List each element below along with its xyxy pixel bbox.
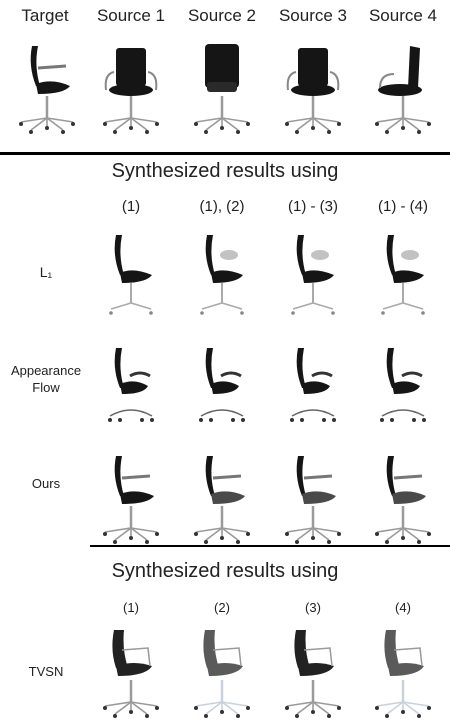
section-divider-top — [0, 152, 450, 155]
tvsn-result-1 — [86, 622, 176, 722]
row-label-appearance-flow: Appearance Flow — [0, 362, 92, 396]
source-1-chair-image — [86, 38, 176, 138]
section-1-index-2: (1), (2) — [199, 198, 245, 215]
ours-result-1 — [86, 448, 176, 548]
target-chair-image — [2, 38, 92, 138]
section-1-index-4: (1) - (4) — [378, 198, 428, 215]
column-header-source-3: Source 3 — [278, 6, 348, 25]
appearance-flow-result-4 — [358, 338, 448, 438]
column-header-source-2: Source 2 — [187, 6, 257, 25]
section-1-index-1: (1) — [121, 198, 141, 215]
column-header-source-4: Source 4 — [368, 6, 438, 25]
appearance-flow-result-2 — [177, 338, 267, 438]
l1-result-1 — [86, 225, 176, 325]
ours-result-4 — [358, 448, 448, 548]
row-label-appearance-flow-line-1: Appearance — [10, 363, 82, 378]
row-label-tvsn: TVSN — [28, 664, 64, 679]
section-2-title: Synthesized results using — [111, 560, 339, 582]
section-2-index-2: (2) — [214, 600, 230, 615]
source-3-chair-image — [268, 38, 358, 138]
section-divider-bottom — [90, 545, 450, 547]
column-header-source-1: Source 1 — [96, 6, 166, 25]
row-label-appearance-flow-line-2: Flow — [32, 380, 60, 395]
section-2-index-1: (1) — [123, 600, 139, 615]
row-label-l1: L₁ — [39, 264, 53, 280]
column-header-target: Target — [21, 6, 69, 25]
tvsn-result-2 — [177, 622, 267, 722]
section-2-index-3: (3) — [305, 600, 321, 615]
source-4-chair-image — [358, 38, 448, 138]
tvsn-result-3 — [268, 622, 358, 722]
tvsn-result-4 — [358, 622, 448, 722]
row-label-ours: Ours — [31, 476, 61, 491]
ours-result-3 — [268, 448, 358, 548]
section-1-title: Synthesized results using — [111, 160, 339, 182]
appearance-flow-result-3 — [268, 338, 358, 438]
source-2-chair-image — [177, 38, 267, 138]
section-2-index-4: (4) — [395, 600, 411, 615]
section-1-index-3: (1) - (3) — [288, 198, 338, 215]
ours-result-2 — [177, 448, 267, 548]
l1-result-4 — [358, 225, 448, 325]
l1-result-2 — [177, 225, 267, 325]
l1-result-3 — [268, 225, 358, 325]
appearance-flow-result-1 — [86, 338, 176, 438]
